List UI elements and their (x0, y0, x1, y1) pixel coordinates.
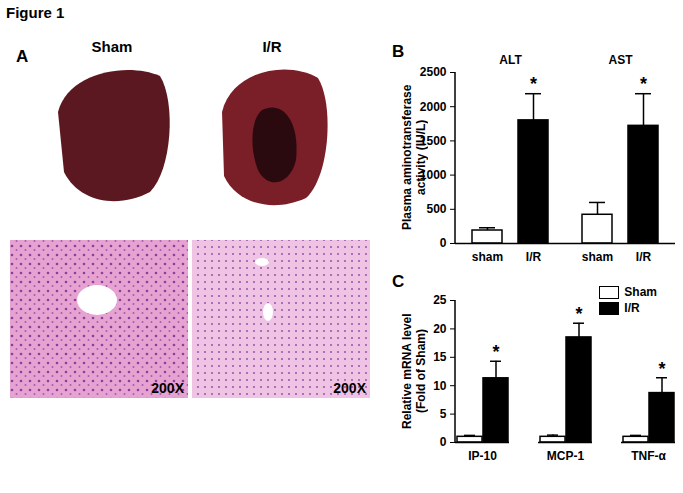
svg-text:ALT: ALT (499, 53, 522, 67)
html-text:I/R: I/R (624, 301, 640, 315)
svg-text:sham: sham (472, 250, 503, 264)
svg-text:IP-10: IP-10 (468, 449, 497, 463)
svg-text:15: 15 (433, 350, 447, 364)
svg-text:5: 5 (440, 407, 447, 421)
svg-text:AST: AST (609, 53, 634, 67)
html-text:C: C (392, 272, 405, 291)
svg-text:200X: 200X (333, 380, 366, 396)
svg-text:20: 20 (433, 322, 447, 336)
svg-text:200X: 200X (151, 380, 184, 396)
svg-text:2500: 2500 (420, 65, 447, 79)
svg-text:Figure 1: Figure 1 (6, 4, 64, 21)
svg-text:0: 0 (440, 435, 447, 449)
html-text:B: B (392, 42, 405, 61)
svg-text:Sham: Sham (92, 38, 133, 55)
svg-text:*: * (575, 304, 582, 324)
svg-text:25: 25 (433, 293, 447, 307)
svg-text:sham: sham (582, 250, 613, 264)
svg-text:TNF-α: TNF-α (631, 449, 666, 463)
svg-text:1000: 1000 (420, 168, 447, 182)
svg-text:*: * (640, 74, 647, 94)
svg-text:0: 0 (440, 236, 447, 250)
svg-text:*: * (492, 342, 499, 362)
svg-text:1500: 1500 (420, 134, 447, 148)
html-text:Relative mRNA level (Fold of S: Relative mRNA level (Fold of Sham) (400, 313, 428, 429)
svg-text:2000: 2000 (420, 100, 447, 114)
svg-text:A: A (16, 47, 28, 66)
html-text:Sham: Sham (624, 285, 657, 299)
svg-text:I/R: I/R (262, 38, 281, 55)
svg-text:MCP-1: MCP-1 (547, 449, 585, 463)
svg-text:500: 500 (426, 202, 446, 216)
svg-text:*: * (530, 74, 537, 94)
svg-text:I/R: I/R (636, 250, 652, 264)
svg-text:*: * (658, 359, 665, 379)
svg-text:I/R: I/R (526, 250, 542, 264)
svg-text:10: 10 (433, 379, 447, 393)
html-text:Plasma aminotransferase activi: Plasma aminotransferase activity (IU/L) (400, 84, 428, 231)
